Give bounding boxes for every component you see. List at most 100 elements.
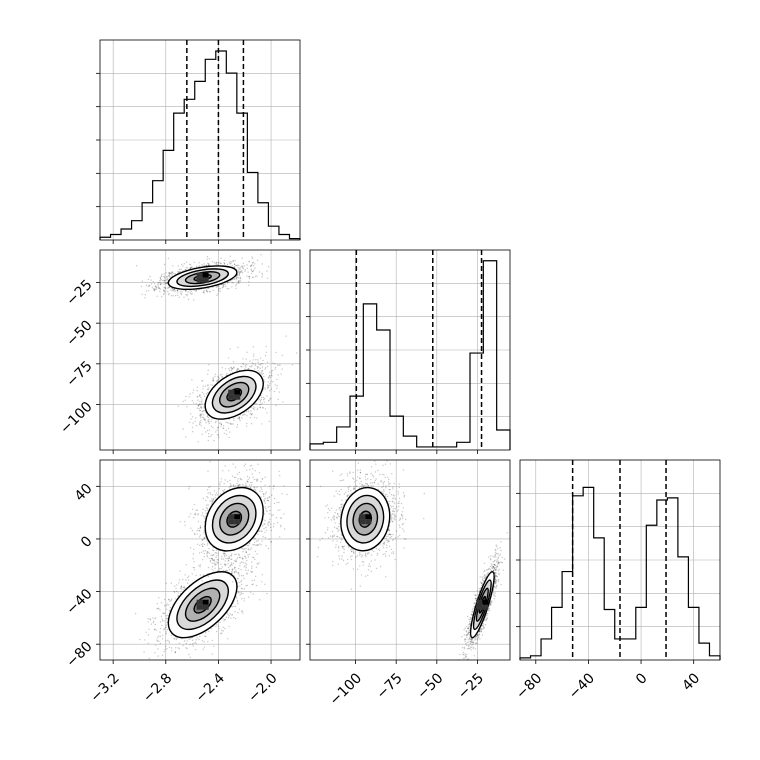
scatter-point (197, 396, 199, 398)
scatter-point (247, 596, 250, 598)
scatter-point (229, 431, 231, 433)
scatter-point (201, 380, 204, 382)
scatter-point (224, 368, 227, 370)
scatter-point (171, 271, 173, 274)
scatter-point (266, 387, 269, 390)
scatter-point (210, 384, 212, 386)
scatter-point (183, 586, 185, 588)
scatter-point (240, 583, 243, 585)
scatter-point (252, 363, 255, 365)
scatter-point (232, 282, 234, 284)
scatter-point (235, 476, 237, 479)
scatter-point (166, 281, 168, 284)
scatter-point (262, 407, 264, 409)
scatter-point (224, 560, 226, 562)
scatter-point (196, 407, 199, 409)
scatter-point (225, 285, 227, 287)
scatter-point (221, 283, 223, 286)
scatter-point (158, 635, 160, 637)
scatter-point (180, 588, 183, 590)
scatter-point (274, 366, 277, 369)
scatter-point (235, 559, 238, 561)
scatter-point (250, 423, 253, 425)
scatter-point (209, 461, 211, 463)
scatter-point (259, 401, 262, 403)
scatter-point (168, 662, 169, 663)
scatter-point (177, 290, 179, 292)
scatter-point (217, 559, 220, 561)
scatter-point (160, 279, 162, 281)
scatter-point (168, 272, 171, 274)
scatter-point (216, 434, 219, 436)
scatter-point (164, 290, 166, 292)
scatter-point (239, 277, 242, 280)
scatter-point (202, 410, 204, 413)
scatter-point (159, 279, 161, 282)
scatter-point (185, 289, 187, 292)
scatter-point (263, 375, 265, 378)
scatter-point (251, 579, 253, 582)
scatter-point (261, 574, 264, 576)
histogram-step (519, 486, 721, 660)
scatter-point (150, 283, 153, 285)
scatter-point (270, 380, 272, 382)
scatter-point (206, 554, 208, 557)
scatter-point (226, 288, 228, 290)
scatter-point (255, 490, 257, 492)
scatter-point (241, 366, 243, 368)
scatter-point (204, 419, 206, 421)
scatter-point (237, 601, 239, 603)
scatter-point (156, 608, 158, 610)
scatter-point (223, 490, 225, 493)
scatter-point (257, 563, 259, 565)
scatter-point (156, 603, 158, 605)
scatter-point (250, 269, 253, 272)
density-core-cell (234, 394, 241, 400)
scatter-point (231, 614, 233, 616)
scatter-point (217, 426, 219, 429)
scatter-point (278, 501, 280, 504)
scatter-point (276, 522, 279, 524)
scatter-point (186, 647, 188, 650)
scatter-point (168, 273, 170, 276)
scatter-point (216, 379, 219, 381)
scatter-point (262, 399, 265, 401)
scatter-point (276, 385, 278, 387)
scatter-point (212, 378, 214, 380)
scatter-point (254, 558, 256, 561)
scatter-point (261, 478, 263, 480)
scatter-point (233, 568, 236, 570)
scatter-point (261, 369, 263, 371)
scatter-point (201, 391, 203, 394)
scatter-point (188, 638, 190, 641)
scatter-point (201, 399, 203, 401)
scatter-point (202, 388, 204, 390)
scatter-point (261, 423, 263, 425)
scatter-point (216, 558, 218, 561)
scatter-point (163, 598, 166, 601)
scatter-point (224, 563, 226, 565)
scatter-point (203, 418, 205, 420)
histogram-step (99, 50, 301, 240)
scatter-point (149, 618, 151, 620)
scatter-point (203, 290, 205, 292)
scatter-point (233, 476, 236, 479)
scatter-point (240, 271, 242, 274)
scatter-point (163, 275, 165, 277)
scatter-point (246, 573, 248, 575)
scatter-point (164, 612, 166, 614)
scatter-point (157, 607, 159, 610)
scatter-point (236, 426, 238, 428)
scatter-point (180, 585, 182, 587)
scatter-point (156, 286, 158, 289)
scatter-point (201, 407, 203, 409)
scatter-point (162, 279, 164, 281)
scatter-point (227, 613, 229, 616)
scatter-point (274, 362, 276, 365)
scatter-point (147, 618, 149, 620)
scatter-point (228, 569, 231, 571)
scatter-point (223, 263, 226, 265)
scatter-point (201, 380, 203, 382)
scatter-point (238, 277, 240, 279)
scatter-point (199, 403, 201, 406)
